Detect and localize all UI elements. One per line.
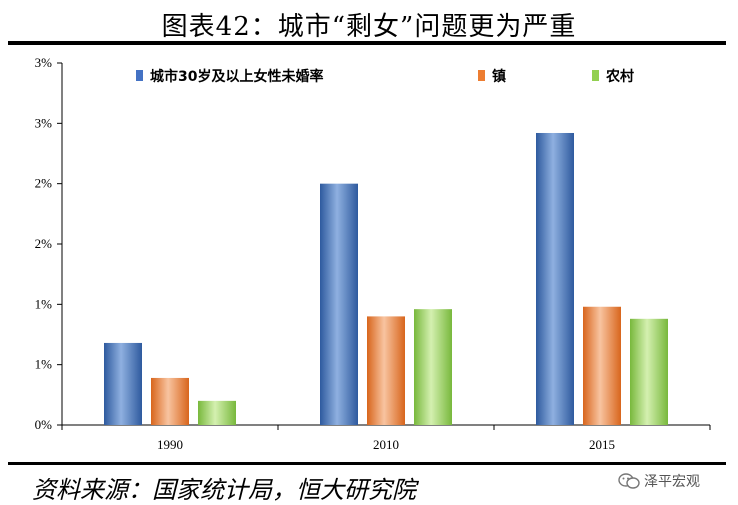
bar-urban-1990 bbox=[104, 342, 142, 425]
y-tick-label: 3% bbox=[35, 115, 53, 130]
legend-swatch bbox=[136, 70, 143, 81]
bottom-rule bbox=[8, 462, 726, 465]
y-tick-label: 0% bbox=[35, 417, 53, 432]
watermark-text: 泽平宏观 bbox=[644, 474, 700, 490]
legend-swatch bbox=[478, 70, 485, 81]
legend-label: 农村 bbox=[605, 68, 634, 85]
legend-label: 城市30岁及以上女性未婚率 bbox=[150, 68, 323, 85]
bar-rural-1990 bbox=[198, 400, 236, 425]
bar-urban-2010 bbox=[320, 183, 358, 425]
chart-title: 图表42：城市“剩女”问题更为严重 bbox=[161, 12, 577, 42]
x-tick-label: 2015 bbox=[589, 437, 615, 452]
y-tick-label: 1% bbox=[35, 296, 53, 311]
bar-town-2015 bbox=[583, 306, 621, 425]
y-tick-label: 2% bbox=[35, 236, 53, 251]
x-tick-label: 2010 bbox=[373, 437, 399, 452]
watermark: 泽平宏观 bbox=[618, 470, 700, 492]
legend-label: 镇 bbox=[492, 68, 506, 85]
y-tick-label: 2% bbox=[35, 176, 53, 191]
bar-town-1990 bbox=[151, 377, 189, 425]
bar-rural-2015 bbox=[630, 318, 668, 425]
wechat-icon bbox=[618, 473, 640, 489]
top-rule bbox=[8, 41, 726, 45]
legend-swatch bbox=[592, 70, 599, 81]
y-tick-label: 1% bbox=[35, 357, 53, 372]
source-note: 资料来源：国家统计局，恒大研究院 bbox=[32, 476, 416, 504]
bar-town-2010 bbox=[367, 316, 405, 425]
bar-rural-2010 bbox=[414, 309, 452, 425]
x-tick-label: 1990 bbox=[157, 437, 183, 452]
bar-urban-2015 bbox=[536, 132, 574, 425]
y-tick-label: 3% bbox=[35, 55, 53, 70]
